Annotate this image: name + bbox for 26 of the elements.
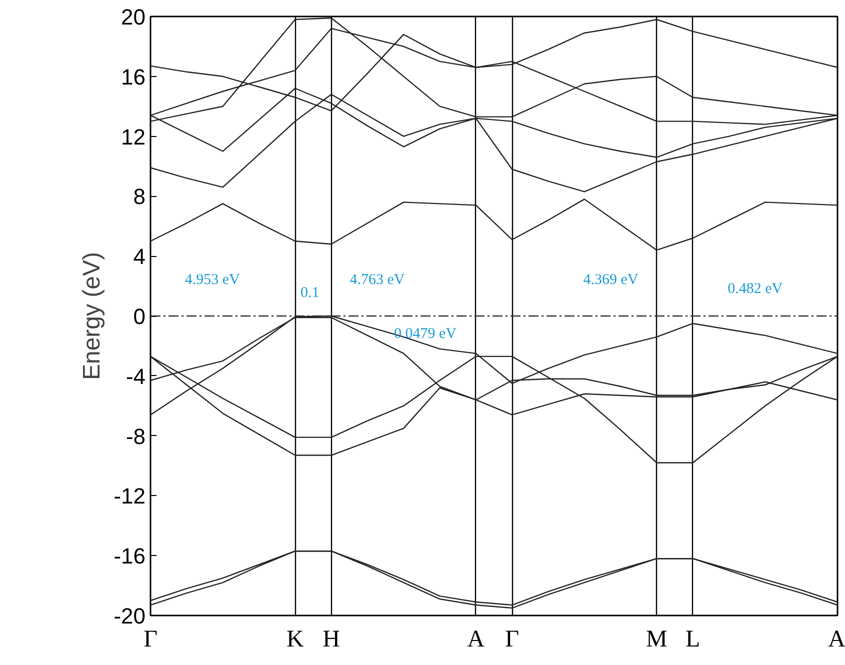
annotation: 0.0479 eV [394, 326, 457, 342]
y-tick-label: 4 [133, 244, 146, 270]
annotation: 4.953 eV [184, 272, 240, 288]
y-tick-label: 0 [133, 304, 146, 329]
annotation: 4.763 eV [350, 272, 405, 288]
y-tick-label: -16 [114, 544, 146, 569]
x-tick-label: K [286, 626, 304, 652]
y-tick-label: -12 [114, 484, 146, 509]
y-tick-label: 12 [121, 124, 146, 150]
annotation: 0.1 [300, 285, 320, 302]
y-tick-label: 16 [121, 64, 146, 90]
y-tick-label: 20 [121, 4, 146, 30]
x-tick-label: Γ [505, 626, 520, 652]
y-tick-label: -8 [126, 424, 146, 449]
y-tick-label: -4 [126, 364, 146, 389]
annotation: 0.482 eV [728, 281, 783, 298]
y-tick-label: 8 [133, 184, 146, 210]
x-tick-label: H [322, 626, 340, 652]
x-tick-label: M [646, 626, 668, 652]
annotation: 4.369 eV [583, 272, 638, 288]
x-tick-label: A [467, 626, 486, 652]
x-tick-label: L [686, 626, 700, 652]
x-tick-label: A [828, 626, 845, 652]
y-tick-label: -20 [114, 604, 146, 628]
x-tick-label: Γ [144, 626, 158, 652]
y-axis-title: Energy (eV) [78, 252, 106, 380]
